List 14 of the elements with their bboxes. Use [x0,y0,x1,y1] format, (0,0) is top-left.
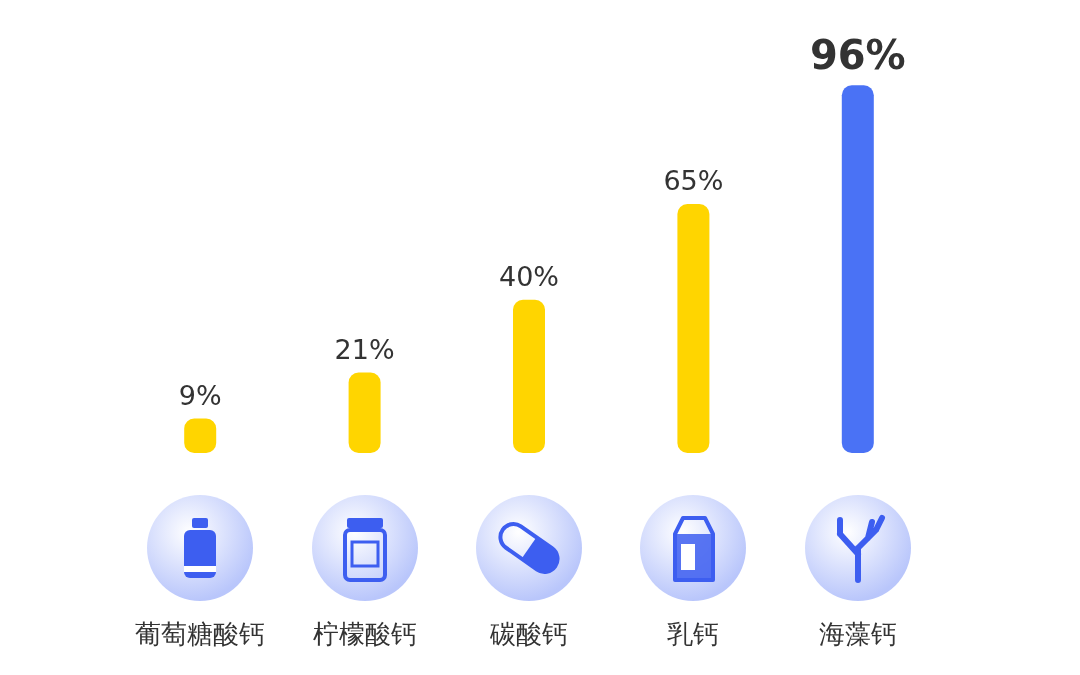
data-label: 21% [334,333,395,365]
x-tick-label: 海藻钙 [818,619,897,649]
x-tick-label: 乳钙 [667,619,720,649]
data-label: 96% [809,32,906,79]
bar [677,204,710,453]
data-label: 40% [498,260,560,292]
bar [348,372,381,453]
x-tick-label: 柠檬酸钙 [312,619,417,649]
x-tick-label: 碳酸钙 [489,619,568,649]
bar [841,85,874,453]
x-tick-label: 葡萄糖酸钙 [135,619,266,649]
bar [513,299,545,453]
data-label: 9% [178,379,222,411]
data-label: 65% [663,165,724,197]
